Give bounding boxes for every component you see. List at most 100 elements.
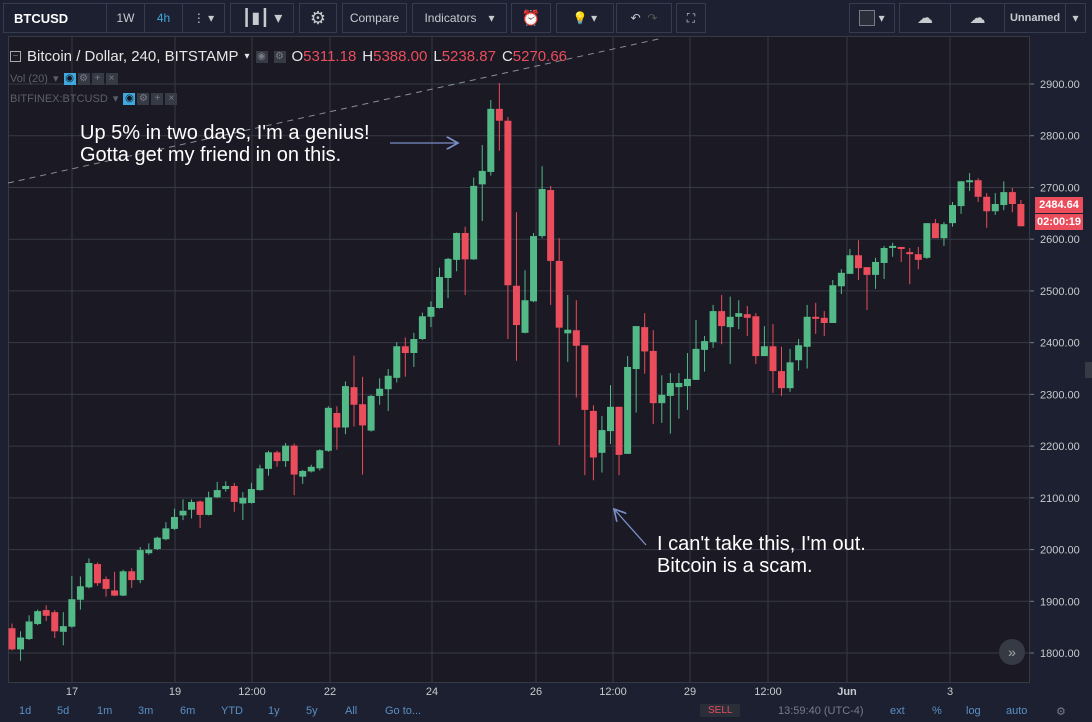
plus-icon[interactable]: + — [151, 92, 164, 105]
alert-button[interactable]: ⏰ — [511, 3, 551, 33]
close-label: C — [501, 48, 513, 65]
x-tick-label: 29 — [684, 686, 696, 698]
annotation-top[interactable]: Up 5% in two days, I'm a genius! Gotta ge… — [80, 122, 370, 166]
candle-body — [230, 485, 238, 502]
interval-menu-button[interactable]: ⋮ ▾ — [183, 3, 225, 33]
candle-body — [854, 255, 862, 269]
candle-up — [846, 249, 854, 274]
candle-body — [136, 550, 144, 581]
ext-toggle[interactable]: ext — [890, 705, 905, 717]
range-1y[interactable]: 1y — [268, 705, 280, 717]
auto-toggle[interactable]: auto — [1006, 705, 1028, 717]
interval-4h[interactable]: 4h — [145, 3, 183, 33]
chart-pane[interactable] — [8, 36, 1030, 683]
range-1d[interactable]: 1d — [19, 705, 32, 717]
close-icon[interactable]: × — [105, 72, 118, 85]
redo-icon[interactable]: ↷ — [647, 11, 658, 25]
range-ytd[interactable]: YTD — [221, 705, 243, 717]
candle-body — [222, 485, 230, 490]
clock[interactable]: 13:59:40 (UTC-4) — [778, 705, 864, 717]
candle-up — [222, 481, 230, 492]
range-5d[interactable]: 5d — [57, 705, 70, 717]
gear-icon[interactable]: ⚙ — [273, 50, 286, 63]
eye-icon[interactable]: ◉ — [63, 72, 76, 85]
candle-body — [521, 300, 529, 333]
candle-up — [940, 222, 948, 246]
x-tick-label: 26 — [530, 686, 542, 698]
candle-up — [880, 245, 888, 280]
interval-1w[interactable]: 1W — [107, 3, 145, 33]
compare-button[interactable]: Compare — [342, 3, 407, 33]
percent-toggle[interactable]: % — [932, 705, 942, 717]
candle-body — [512, 285, 520, 326]
candle-up — [598, 416, 606, 473]
y-tick-label: 2300.00 — [1040, 389, 1080, 401]
series-title[interactable]: Bitcoin / Dollar, 240, BITSTAMP — [27, 48, 239, 65]
chart-type-button[interactable]: ┃▮┃ ▾ — [230, 3, 294, 33]
color-theme-button[interactable]: ▾ — [849, 3, 895, 33]
gear-icon[interactable]: ⚙ — [1056, 706, 1066, 718]
log-toggle[interactable]: log — [966, 705, 981, 717]
x-tick-label: 12:00 — [238, 686, 266, 698]
scroll-to-realtime-button[interactable]: » — [999, 639, 1025, 665]
candle-down — [94, 562, 101, 586]
eye-icon[interactable]: ◉ — [255, 50, 268, 63]
candle-up — [145, 543, 153, 555]
candle-down — [1017, 199, 1025, 227]
volume-legend: Vol (20) ▾ ◉ ⚙ + × — [10, 72, 118, 85]
candle-up — [966, 172, 974, 192]
symbol-search[interactable]: BTCUSD — [3, 3, 107, 33]
range-1m[interactable]: 1m — [97, 705, 113, 717]
ideas-button[interactable]: 💡 ▾ — [556, 3, 614, 33]
fullscreen-button[interactable]: ⛶ — [676, 3, 706, 33]
candle-body — [957, 181, 965, 207]
gear-icon[interactable]: ⚙ — [77, 72, 90, 85]
chevron-down-icon[interactable]: ▾ — [244, 51, 250, 62]
go-to-button[interactable]: Go to... — [385, 705, 422, 717]
eye-icon[interactable]: ◉ — [123, 92, 136, 105]
open-value: 5311.18 — [303, 48, 357, 65]
layout-name[interactable]: Unnamed — [1005, 3, 1066, 33]
indicators-button[interactable]: Indicators ▾ — [412, 3, 507, 33]
undo-icon[interactable]: ↶ — [630, 11, 641, 25]
candle-up — [564, 295, 572, 362]
volume-label[interactable]: Vol (20) — [10, 72, 48, 85]
candle-body — [68, 599, 76, 627]
save-layout-button[interactable]: ☁ — [951, 3, 1005, 33]
candle-up — [837, 269, 845, 295]
candle-body — [564, 329, 572, 334]
sell-button[interactable]: SELL — [700, 704, 741, 717]
settings-button[interactable]: ⚙ — [299, 3, 337, 33]
plus-icon[interactable]: + — [91, 72, 104, 85]
candle-body — [256, 468, 264, 491]
collapse-icon[interactable]: − — [10, 51, 21, 62]
candle-body — [983, 196, 991, 212]
candle-body — [624, 366, 632, 454]
layout-menu-button[interactable]: ▾ — [1066, 3, 1086, 33]
range-3m[interactable]: 3m — [138, 705, 154, 717]
candle-body — [436, 276, 443, 308]
range-6m[interactable]: 6m — [180, 705, 196, 717]
candle-body — [820, 317, 828, 323]
candle-body — [1008, 192, 1016, 205]
candle-up — [872, 257, 880, 289]
undo-redo[interactable]: ↶ ↷ — [616, 3, 672, 33]
candle-body — [213, 490, 221, 498]
load-layout-button[interactable]: ☁ — [899, 3, 951, 33]
candle-up — [453, 232, 461, 272]
annotation-bottom[interactable]: I can't take this, I'm out. Bitcoin is a … — [657, 533, 866, 577]
indicators-label: Indicators — [424, 11, 477, 25]
candle-body — [743, 314, 751, 318]
candle-up — [889, 242, 897, 257]
close-icon[interactable]: × — [165, 92, 178, 105]
range-all[interactable]: All — [345, 705, 358, 717]
range-5y[interactable]: 5y — [306, 705, 318, 717]
overlay-label[interactable]: BITFINEX:BTCUSD — [10, 92, 108, 105]
right-panel-toggle[interactable] — [1085, 362, 1092, 378]
candle-body — [735, 313, 743, 317]
candle-body — [470, 185, 478, 260]
high-label: H — [362, 48, 374, 65]
gear-icon[interactable]: ⚙ — [137, 92, 150, 105]
candle-down — [743, 305, 751, 336]
